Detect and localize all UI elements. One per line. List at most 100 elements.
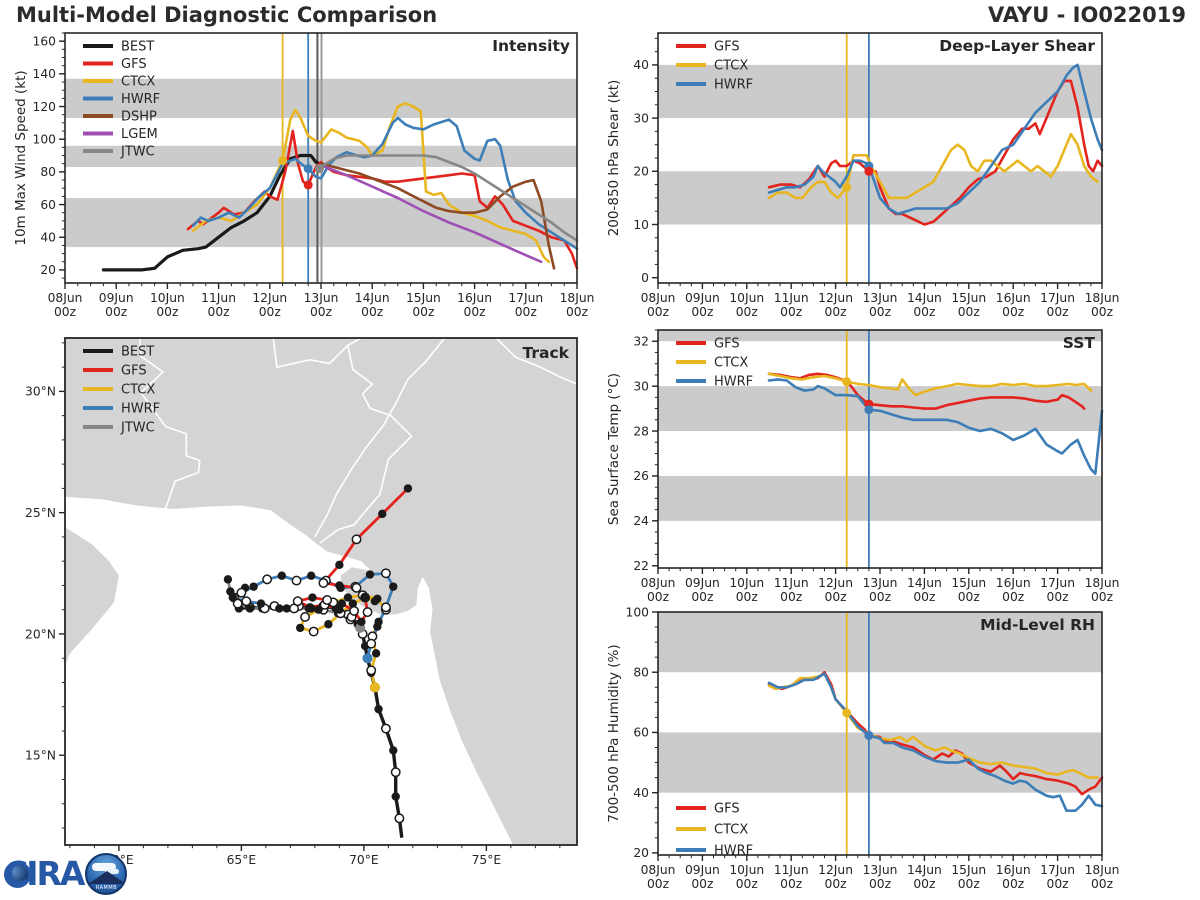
- legend-label-gfs: GFS: [121, 57, 147, 72]
- tick-label: 30°N: [25, 385, 56, 399]
- tick-label: 25°N: [25, 506, 56, 520]
- rh-init-dot-hwrf: [864, 730, 874, 740]
- tick-label: 10Jun: [729, 863, 764, 877]
- track-marker-gfs: [351, 582, 362, 593]
- tick-label: 00z: [691, 590, 713, 604]
- sst-band: [658, 330, 1102, 342]
- rammb-label: RAMMB: [95, 885, 118, 891]
- tick-label: 00z: [825, 305, 847, 319]
- tick-label: 40: [633, 786, 649, 800]
- tick-label: 09Jun: [685, 863, 720, 877]
- landmass: [65, 527, 119, 666]
- tick-label: 16Jun: [996, 291, 1031, 305]
- legend-label-ctcx: CTCX: [714, 59, 748, 74]
- track-marker-gfs: [322, 595, 333, 605]
- tick-label: 60: [633, 726, 649, 740]
- sst-band: [658, 475, 1102, 521]
- track-marker-jtwc: [223, 575, 233, 584]
- tick-label: 60: [40, 198, 56, 212]
- tick-label: 80: [633, 666, 649, 680]
- tick-label: 00z: [913, 305, 935, 319]
- track-marker-ctcx: [308, 626, 319, 637]
- tick-label: 65°E: [227, 853, 257, 867]
- tick-label: 00z: [825, 877, 847, 891]
- track-marker-ctcx: [366, 665, 377, 676]
- tick-label: 00z: [780, 305, 802, 319]
- intensity-init-dot-jtwc: [314, 164, 324, 174]
- intensity-panel: 08Jun00z09Jun00z10Jun00z11Jun00z12Jun00z…: [13, 32, 594, 319]
- tick-label: 00z: [869, 305, 891, 319]
- tick-label: 00z: [780, 877, 802, 891]
- tick-label: 18Jun: [1085, 576, 1120, 590]
- track-marker-ctcx: [348, 599, 358, 608]
- tick-label: 20: [633, 165, 649, 179]
- tick-label: 08Jun: [641, 291, 676, 305]
- tick-label: 14Jun: [907, 576, 942, 590]
- track-marker-hwrf: [236, 587, 247, 598]
- track-marker-hwrf: [262, 574, 273, 585]
- track-title: Track: [523, 344, 570, 362]
- track-marker-gfs: [308, 593, 317, 602]
- legend-label-hwrf: HWRF: [714, 78, 753, 93]
- track-marker-gfs: [335, 560, 344, 570]
- intensity-series-dshp: [319, 162, 556, 270]
- tick-label: 00z: [869, 877, 891, 891]
- track-marker-gfs: [318, 578, 329, 588]
- tick-label: 00z: [1002, 877, 1024, 891]
- tick-label: 00z: [1047, 305, 1069, 319]
- tick-label: 00z: [105, 305, 127, 319]
- tick-label: 08Jun: [641, 576, 676, 590]
- legend-label-jtwc: JTWC: [120, 145, 155, 160]
- sst-ylabel: Sea Surface Temp (°C): [606, 373, 622, 525]
- page-title: Multi-Model Diagnostic Comparison: [16, 3, 438, 27]
- tick-label: 13Jun: [863, 863, 898, 877]
- track-marker-best: [389, 746, 398, 755]
- intensity-title: Intensity: [492, 37, 570, 55]
- shear-series-ctcx: [767, 132, 1099, 200]
- track-marker-ctcx: [343, 593, 353, 602]
- tick-label: 17Jun: [1040, 576, 1075, 590]
- rh-band: [658, 612, 1102, 673]
- tick-label: 00z: [1091, 305, 1113, 319]
- tick-label: 16Jun: [457, 291, 492, 305]
- track-marker-jtwc: [232, 598, 243, 609]
- legend-label-jtwc: JTWC: [120, 421, 155, 436]
- tick-label: 12Jun: [818, 863, 853, 877]
- tick-label: 17Jun: [508, 291, 543, 305]
- tick-label: 160: [33, 34, 56, 48]
- sst-panel: 08Jun00z09Jun00z10Jun00z11Jun00z12Jun00z…: [606, 329, 1120, 604]
- tick-label: 100: [33, 133, 56, 147]
- tick-label: 40: [40, 231, 56, 245]
- legend-label-gfs: GFS: [714, 40, 740, 55]
- tick-label: 140: [33, 67, 56, 81]
- tick-label: 18Jun: [1085, 291, 1120, 305]
- intensity-series-jtwc: [319, 154, 579, 242]
- track-marker-gfs: [362, 607, 373, 618]
- tick-label: 00z: [780, 590, 802, 604]
- track-marker-gfs: [292, 596, 303, 607]
- tick-label: 16Jun: [996, 863, 1031, 877]
- tick-label: 00z: [412, 305, 434, 319]
- sst-series-ctcx: [767, 372, 1093, 397]
- tick-label: 00z: [691, 877, 713, 891]
- tick-label: 15Jun: [406, 291, 441, 305]
- country-border: [495, 338, 577, 385]
- tick-label: 12Jun: [252, 291, 287, 305]
- tick-label: 00z: [310, 305, 332, 319]
- sst-series-gfs: [767, 372, 1086, 410]
- intensity-series-hwrf: [191, 116, 579, 250]
- tick-label: 00z: [736, 305, 758, 319]
- tick-label: 09Jun: [685, 576, 720, 590]
- tick-label: 26: [633, 469, 649, 483]
- rh-band: [658, 732, 1102, 793]
- tick-label: 00z: [464, 305, 486, 319]
- shear-init-dot-ctcx: [842, 182, 852, 192]
- globe-icon: [4, 861, 31, 888]
- tick-label: 09Jun: [685, 291, 720, 305]
- tick-label: 20: [40, 263, 56, 277]
- intensity-init-dot-ctcx: [278, 155, 288, 165]
- tick-label: 00z: [736, 877, 758, 891]
- tick-label: 11Jun: [201, 291, 236, 305]
